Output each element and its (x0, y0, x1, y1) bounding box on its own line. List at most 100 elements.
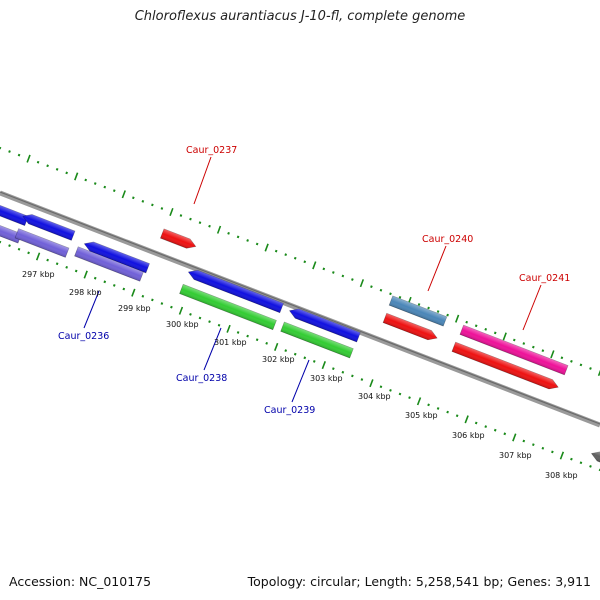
kbp-label-301: 301 kbp (214, 338, 247, 347)
callout-caur-0236 (83, 290, 100, 329)
callout-caur-0237 (193, 156, 212, 205)
gene-feature-f-blue-1[interactable] (0, 200, 29, 226)
inner-major-tick (512, 433, 517, 442)
outer-minor-tick (484, 327, 488, 331)
outer-major-tick (597, 369, 600, 377)
inner-minor-tick (427, 403, 430, 407)
outer-minor-tick (379, 288, 383, 292)
inner-major-tick (369, 379, 374, 388)
inner-minor-tick (455, 414, 459, 418)
outer-minor-tick (208, 224, 211, 228)
gene-label-caur-0236[interactable]: Caur_0236 (58, 331, 109, 342)
outer-minor-tick (84, 178, 88, 182)
inner-major-tick (178, 306, 184, 315)
gene-label-caur-0238[interactable]: Caur_0238 (176, 373, 227, 384)
outer-minor-tick (46, 164, 49, 168)
outer-minor-tick (179, 214, 183, 217)
gene-feature-f-steel-0240[interactable] (388, 295, 448, 327)
outer-minor-tick (512, 338, 516, 342)
gene-feature-f-purple-1[interactable] (0, 220, 22, 244)
gene-feature-f-green-0238[interactable] (179, 283, 277, 331)
inner-minor-tick (541, 446, 545, 450)
outer-minor-tick (579, 363, 583, 367)
gene-feature-f-red-0240[interactable] (382, 312, 439, 343)
inner-minor-tick (589, 464, 592, 468)
outer-minor-tick (36, 160, 40, 164)
outer-minor-tick (417, 303, 421, 306)
gene-feature-f-red-0237[interactable] (160, 228, 197, 251)
inner-minor-tick (293, 352, 297, 356)
gene-label-caur-0237[interactable]: Caur_0237 (186, 145, 237, 156)
gene-label-caur-0239[interactable]: Caur_0239 (264, 405, 315, 416)
outer-minor-tick (112, 189, 116, 193)
outer-minor-tick (589, 367, 592, 370)
inner-minor-tick (341, 370, 345, 374)
inner-minor-tick (112, 284, 116, 287)
outer-minor-tick (293, 256, 297, 260)
gene-feature-f-grey-end[interactable] (590, 449, 600, 464)
gene-feature-f-red-0241[interactable] (451, 341, 560, 392)
outer-minor-tick (189, 217, 192, 221)
inner-major-tick (321, 361, 326, 370)
outer-minor-tick (332, 271, 335, 274)
outer-minor-tick (427, 306, 430, 310)
outer-major-tick (550, 350, 555, 359)
outer-minor-tick (93, 182, 97, 185)
map-title: Chloroflexus aurantiacus J-10-fl, comple… (134, 9, 466, 24)
callout-caur-0238 (203, 327, 222, 371)
inner-minor-tick (246, 334, 249, 338)
kbp-label-307: 307 kbp (499, 451, 532, 460)
outer-minor-tick (522, 342, 526, 345)
gene-feature-f-purple-3[interactable] (74, 246, 144, 282)
inner-minor-tick (17, 247, 21, 251)
inner-minor-tick (332, 367, 335, 371)
gene-feature-f-pink-0241[interactable] (459, 324, 569, 376)
topology-summary-text: Topology: circular; Length: 5,258,541 bp… (247, 574, 591, 589)
inner-minor-tick (398, 392, 402, 396)
inner-minor-tick (312, 360, 316, 363)
outer-major-tick (169, 207, 174, 217)
inner-minor-tick (408, 396, 411, 400)
outer-minor-tick (465, 320, 468, 324)
inner-minor-tick (360, 378, 364, 381)
inner-major-tick (226, 324, 231, 333)
inner-minor-tick (151, 298, 154, 302)
gene-label-caur-0241[interactable]: Caur_0241 (519, 273, 570, 284)
kbp-label-300: 300 kbp (166, 320, 199, 329)
accession-text: Accession: NC_010175 (9, 574, 152, 589)
gene-feature-f-purple-2[interactable] (14, 228, 70, 258)
outer-minor-tick (65, 171, 68, 175)
kbp-label-297: 297 kbp (22, 270, 55, 279)
gene-feature-f-green-0239[interactable] (280, 321, 354, 359)
outer-minor-tick (570, 359, 573, 363)
gene-feature-f-blue-0238[interactable] (187, 267, 284, 314)
outer-minor-tick (55, 167, 59, 171)
outer-minor-tick (493, 331, 497, 335)
outer-minor-tick (341, 274, 345, 278)
inner-minor-tick (189, 312, 192, 316)
inner-minor-tick (351, 374, 354, 378)
kbp-scale-labels: 297 kbp 298 kbp 299 kbp 300 kbp 301 kbp … (22, 270, 578, 480)
gene-callouts (83, 156, 542, 403)
inner-minor-tick (265, 341, 268, 345)
gene-feature-f-blue-2[interactable] (21, 212, 76, 241)
inner-minor-tick (103, 280, 107, 284)
inner-minor-tick (27, 251, 30, 255)
outer-minor-tick (8, 150, 11, 153)
kbp-label-303: 303 kbp (310, 374, 343, 383)
outer-minor-tick (398, 295, 402, 299)
inner-major-tick (559, 451, 565, 460)
inner-minor-tick (170, 305, 173, 309)
gene-labels: Caur_0237 Caur_0240 Caur_0241 Caur_0236 … (58, 145, 570, 416)
kbp-label-302: 302 kbp (262, 355, 295, 364)
gene-label-caur-0240[interactable]: Caur_0240 (422, 234, 473, 245)
outer-minor-tick (227, 231, 230, 235)
kbp-label-306: 306 kbp (452, 431, 485, 440)
inner-major-tick (35, 252, 41, 261)
outer-minor-tick (446, 313, 449, 317)
gene-feature-f-blue-0239[interactable] (288, 306, 361, 343)
inner-minor-tick (217, 323, 221, 327)
outer-minor-tick (255, 242, 259, 246)
callout-caur-0240 (427, 245, 447, 292)
